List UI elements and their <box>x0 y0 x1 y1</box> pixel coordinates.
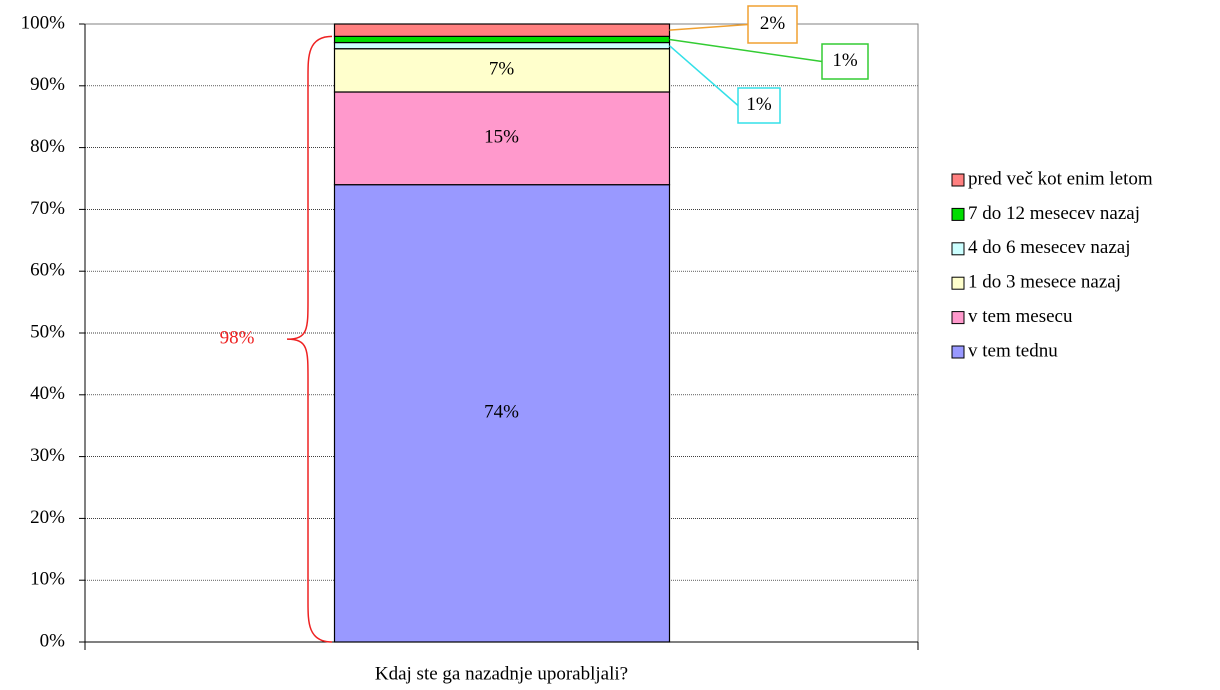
legend-label: 1 do 3 mesece nazaj <box>968 272 1121 293</box>
callout-box <box>821 43 869 80</box>
legend-label: 4 do 6 mesecev nazaj <box>968 237 1130 258</box>
bar-segment <box>333 91 671 186</box>
bar-segment <box>333 23 671 37</box>
legend-label: v tem tednu <box>968 340 1058 361</box>
legend-swatch <box>951 345 965 359</box>
callout-line <box>669 45 739 107</box>
y-tick-label: 80% <box>30 136 65 157</box>
callout-line <box>669 38 823 63</box>
y-tick-label: 30% <box>30 445 65 466</box>
legend-label: 7 do 12 mesecev nazaj <box>968 203 1140 224</box>
callout-line <box>669 23 749 31</box>
value-label: 2% <box>760 13 786 34</box>
y-tick-label: 100% <box>21 12 66 33</box>
value-label: 1% <box>746 94 772 115</box>
brace <box>286 35 333 643</box>
y-tick-label: 40% <box>30 383 65 404</box>
bar-segment <box>333 41 671 50</box>
y-tick-label: 10% <box>30 569 65 590</box>
callout-box <box>747 5 798 44</box>
y-tick-label: 50% <box>30 321 65 342</box>
annotation-label: 98% <box>220 328 255 349</box>
legend-swatch <box>951 276 965 290</box>
legend-label: pred več kot enim letom <box>968 168 1153 189</box>
bar-segment <box>333 48 671 93</box>
value-label: 74% <box>484 402 519 423</box>
legend-swatch <box>951 173 965 187</box>
legend-swatch <box>951 207 965 221</box>
y-tick-label: 60% <box>30 260 65 281</box>
y-tick-label: 20% <box>30 507 65 528</box>
y-tick-label: 70% <box>30 198 65 219</box>
legend-swatch <box>951 242 965 256</box>
bar-segment <box>333 184 671 643</box>
callout-box <box>737 87 781 124</box>
y-tick-label: 90% <box>30 74 65 95</box>
value-label: 7% <box>489 59 515 80</box>
bar-segment <box>333 35 671 44</box>
value-label: 1% <box>832 50 858 71</box>
value-label: 15% <box>484 127 519 148</box>
y-tick-label: 0% <box>40 630 66 651</box>
legend-swatch <box>951 311 965 325</box>
legend-label: v tem mesecu <box>968 306 1073 327</box>
x-tick-label: Kdaj ste ga nazadnje uporabljali? <box>375 663 628 684</box>
